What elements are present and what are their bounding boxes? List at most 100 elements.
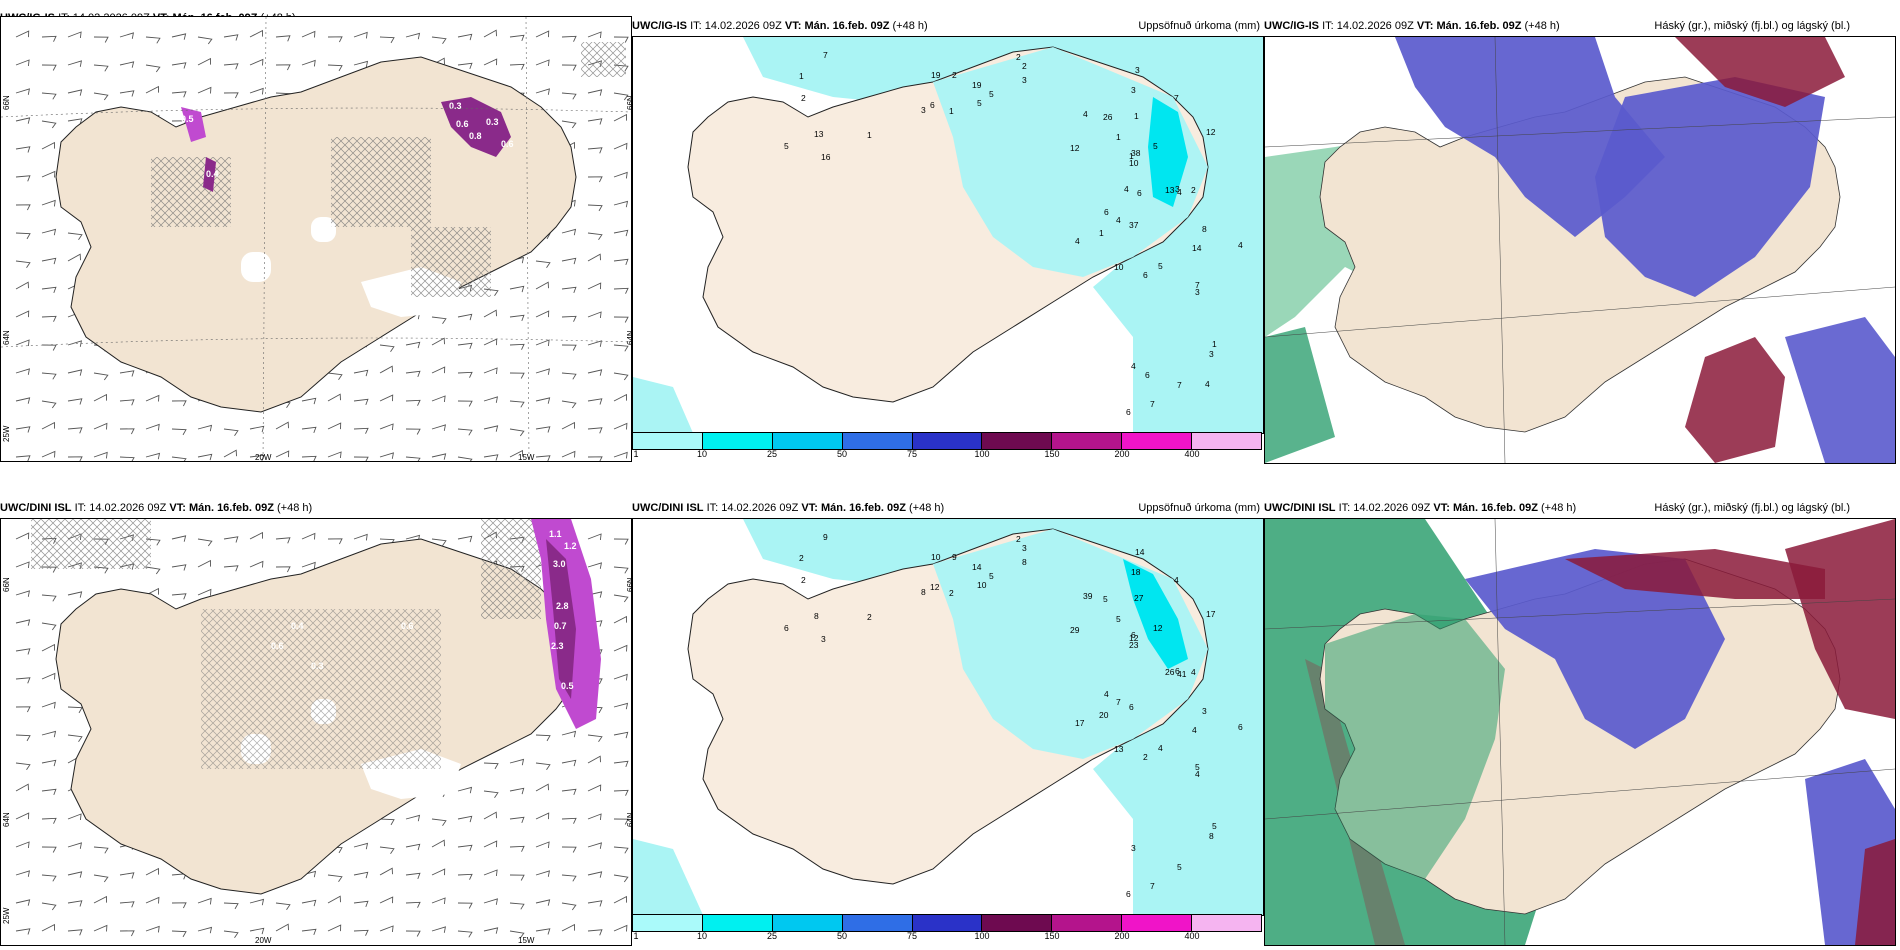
wind-barb <box>509 816 525 824</box>
wind-barb <box>301 532 316 540</box>
precip-value-label: 12 <box>930 582 940 592</box>
wind-barb <box>41 817 57 824</box>
cloud-map[interactable] <box>1264 518 1896 946</box>
colorbar-label: 50 <box>836 931 848 941</box>
wind-barb <box>457 342 473 350</box>
wind-barb <box>41 450 56 458</box>
wind-barb <box>119 930 135 937</box>
precip-value-label: 19 <box>972 80 982 90</box>
colorbar-swatch <box>1052 915 1123 931</box>
precip-over-land <box>933 47 1208 277</box>
precip-value-label: 23 <box>1129 640 1139 650</box>
wind-barb <box>41 421 55 430</box>
colorbar-swatch <box>1192 433 1262 449</box>
wind-barb <box>405 872 421 880</box>
wind-barb <box>353 842 369 850</box>
wind-barb <box>457 535 473 543</box>
wind-barb <box>587 427 603 434</box>
wind-barb <box>561 344 577 351</box>
precip-map[interactable]: 1 1 6 5 5 1 2 2 2 5 7 1 2 3 3 3 16 19 19 13 1 4 1 1 5 4 4 3 12 13 12 10… <box>632 36 1264 434</box>
wind-barb <box>431 337 445 346</box>
colorbar-swatch <box>1052 433 1123 449</box>
wind-barb <box>613 644 628 652</box>
wind-barb <box>561 788 577 796</box>
colorbar-swatch <box>772 915 843 931</box>
wind-barb <box>587 871 603 878</box>
colorbar-label: 25 <box>766 931 778 941</box>
colorbar-label: 25 <box>766 449 778 459</box>
precip-value-label: 2 <box>1016 52 1021 62</box>
wind-barb <box>457 930 473 938</box>
precip-core-east <box>1123 559 1188 669</box>
wind-barb <box>535 397 551 404</box>
wind-barb <box>561 923 575 932</box>
precip-value-label: 10 <box>931 552 941 562</box>
wind-barb <box>561 372 577 380</box>
colorbar-swatch <box>912 915 983 931</box>
precip-value-label: 8 <box>1209 831 1214 841</box>
precip-value-label: 3 <box>1209 349 1214 359</box>
wind-barb <box>171 902 187 909</box>
lon-label-20w: 20W <box>255 453 272 462</box>
precip-value-label: 8 <box>1202 224 1207 234</box>
wind-barb <box>457 371 473 378</box>
wind-barb <box>483 58 498 66</box>
wind-barb <box>587 176 603 183</box>
wind-barb <box>41 170 56 178</box>
wind-barb <box>145 394 160 402</box>
precip-value-label: 13 <box>1165 185 1175 195</box>
wind-barb <box>431 395 446 403</box>
wind-barb <box>15 232 31 240</box>
vt-value: Mán. 16.feb. 09Z <box>820 502 906 514</box>
wind-barb <box>41 257 57 265</box>
wind-barb <box>15 204 31 211</box>
lat-label-66n: 66N <box>2 95 11 110</box>
precip-map[interactable]: 2 2 12 6 5 2 2 9 3 10 9 12 2 14 8 8 3 10 14 8 5 17 20 27 12 41 39 1… <box>632 518 1264 916</box>
model-name: UWC/IG-IS <box>632 20 687 32</box>
panel-title-right: Uppsöfnuð úrkoma (mm) <box>1138 20 1260 32</box>
hatch-area-3 <box>481 519 541 619</box>
precip-value-label: 7 <box>1174 93 1179 103</box>
precip-value-label: 2 <box>1022 61 1027 71</box>
panel-header: UWC/DINI ISL IT: 14.02.2026 09Z VT: Mán.… <box>1264 500 1900 516</box>
wind-barb <box>613 615 627 624</box>
wind-barb <box>67 31 82 39</box>
wind-barb <box>535 812 550 820</box>
wind-barb <box>119 90 135 97</box>
precip-value-label: 3 <box>1135 65 1140 75</box>
wind-barb <box>431 926 446 933</box>
wind-map[interactable]: 0.3 0.6 0.8 0.3 0.6 0.5 0.4 <box>0 16 632 462</box>
precip-value-label: 4 <box>1205 379 1210 389</box>
wind-barb <box>483 425 499 432</box>
wind-map[interactable]: 1.1 1.2 3.0 2.8 0.7 2.3 0.5 0.4 0.6 0.3 0.6 0.2 0.4 <box>0 518 632 946</box>
cloud-map[interactable] <box>1264 36 1896 464</box>
wind-barb <box>613 258 629 266</box>
wind-barb <box>535 88 550 95</box>
it-value: 14.02.2026 09Z <box>704 20 782 32</box>
hatch-area-4 <box>581 42 626 77</box>
precip-labels: 1.11.2 3.0 2.8 0.7 2.3 0.5 0.4 0.6 0.3 0.6 0.2 0.4 <box>271 529 577 781</box>
precip-sea <box>743 37 1263 433</box>
wind-map-svg: 0.30.60.80.30.60.50.4 <box>1 17 631 461</box>
wind-barb <box>93 874 109 883</box>
wind-barb <box>301 426 317 434</box>
wind-barb <box>327 64 343 72</box>
wind-barb <box>405 399 421 406</box>
precip-value-label: 4 <box>1124 184 1129 194</box>
wind-barb <box>275 902 291 910</box>
wind-barb <box>613 316 629 323</box>
wind-barb <box>561 64 577 71</box>
panel-title-right: Uppsöfnuð úrkoma (mm) <box>1138 502 1260 514</box>
wind-barb <box>561 400 577 409</box>
wind-barb <box>275 421 289 430</box>
wind-barb <box>197 559 211 568</box>
precip-value-label: 3 <box>1175 184 1180 194</box>
precip-value-label: 4 <box>1238 240 1243 250</box>
colorbar-swatches <box>632 432 1262 450</box>
precip-value-label: 2 <box>867 612 872 622</box>
precip-value-label: 6 <box>930 100 935 110</box>
wind-barb <box>145 925 160 933</box>
panel-r1-wind: UWC/IG-IS IT: 14.02.2026 09Z VT: Mán. 16… <box>0 10 632 462</box>
colorbar-label: 200 <box>1114 449 1130 459</box>
wind-barb <box>145 867 159 876</box>
